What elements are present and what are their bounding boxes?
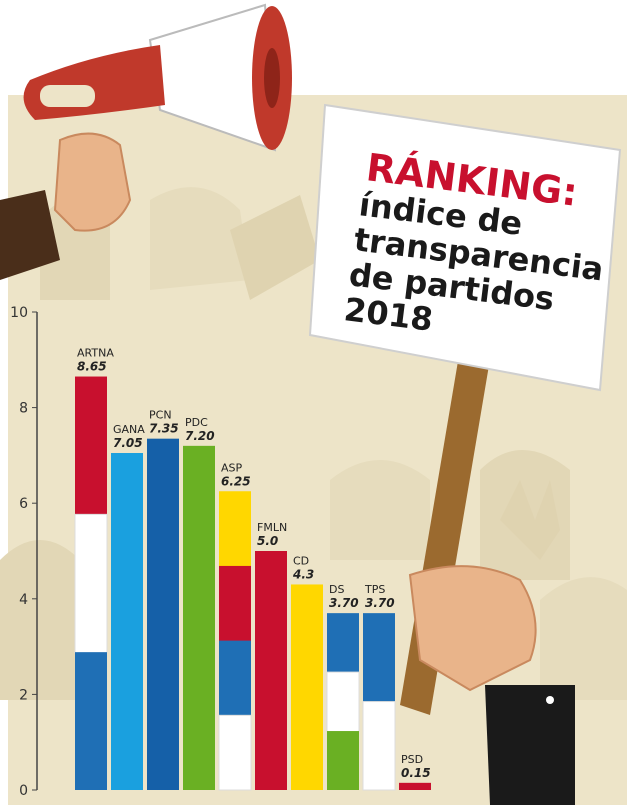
bar-tps	[362, 613, 396, 791]
bar-segment	[363, 613, 395, 703]
bar-segment	[147, 438, 179, 790]
bar-gana	[111, 453, 143, 790]
y-axis-ticks: 0 2 4 6 8 10	[10, 305, 37, 799]
bar-segment	[219, 565, 251, 642]
value-label: 3.70	[365, 596, 395, 610]
bar-psd	[399, 782, 431, 790]
bar-segment	[219, 491, 251, 567]
bar-segment	[327, 731, 359, 790]
category-label: CD	[293, 554, 309, 567]
bar-segment	[291, 584, 323, 790]
bar-pdc	[183, 445, 215, 790]
bar-artna	[74, 376, 108, 790]
bar-segment	[183, 445, 215, 790]
bar-pcn	[147, 438, 179, 790]
y-tick-label: 8	[19, 401, 28, 417]
bar-cd	[291, 584, 323, 790]
bar-segment	[399, 782, 431, 790]
category-label: DS	[329, 583, 344, 596]
category-label: GANA	[113, 423, 145, 436]
bar-ds	[326, 613, 360, 790]
category-label: ARTNA	[77, 347, 114, 360]
category-label: FMLN	[257, 521, 287, 534]
category-label: TPS	[364, 583, 385, 596]
bar-asp	[218, 491, 252, 791]
bar-segment	[74, 513, 108, 654]
bar-segment	[326, 671, 360, 733]
bar-segment	[362, 701, 396, 791]
ranking-sign: RÁNKING: índice de transparencia de part…	[308, 103, 622, 805]
value-label: 8.65	[77, 360, 107, 374]
category-label: PDC	[185, 416, 208, 429]
bars	[74, 376, 431, 791]
y-tick-label: 2	[19, 687, 28, 703]
bar-fmln	[255, 551, 287, 790]
megaphone-illustration	[0, 3, 292, 280]
bar-segment	[75, 652, 107, 790]
category-label: PCN	[149, 409, 172, 422]
y-tick-label: 10	[10, 305, 28, 321]
value-label: 6.25	[221, 474, 251, 488]
value-label: 5.0	[257, 534, 278, 548]
bar-segment	[327, 613, 359, 673]
value-label: 7.20	[185, 429, 215, 443]
y-tick-label: 0	[19, 783, 28, 799]
bar-segment	[111, 453, 143, 790]
bar-segment	[75, 376, 107, 515]
value-label: 4.3	[292, 567, 314, 581]
bar-segment	[255, 551, 287, 790]
value-label: 3.70	[329, 596, 359, 610]
value-label: 7.05	[113, 436, 143, 450]
y-tick-label: 6	[19, 496, 28, 512]
bar-segment	[218, 714, 252, 791]
value-label: 7.35	[149, 422, 179, 436]
category-label: PSD	[401, 753, 423, 766]
value-label: 0.15	[401, 766, 431, 780]
y-tick-label: 4	[19, 592, 28, 608]
bar-segment	[219, 640, 251, 716]
category-label: ASP	[221, 461, 243, 474]
